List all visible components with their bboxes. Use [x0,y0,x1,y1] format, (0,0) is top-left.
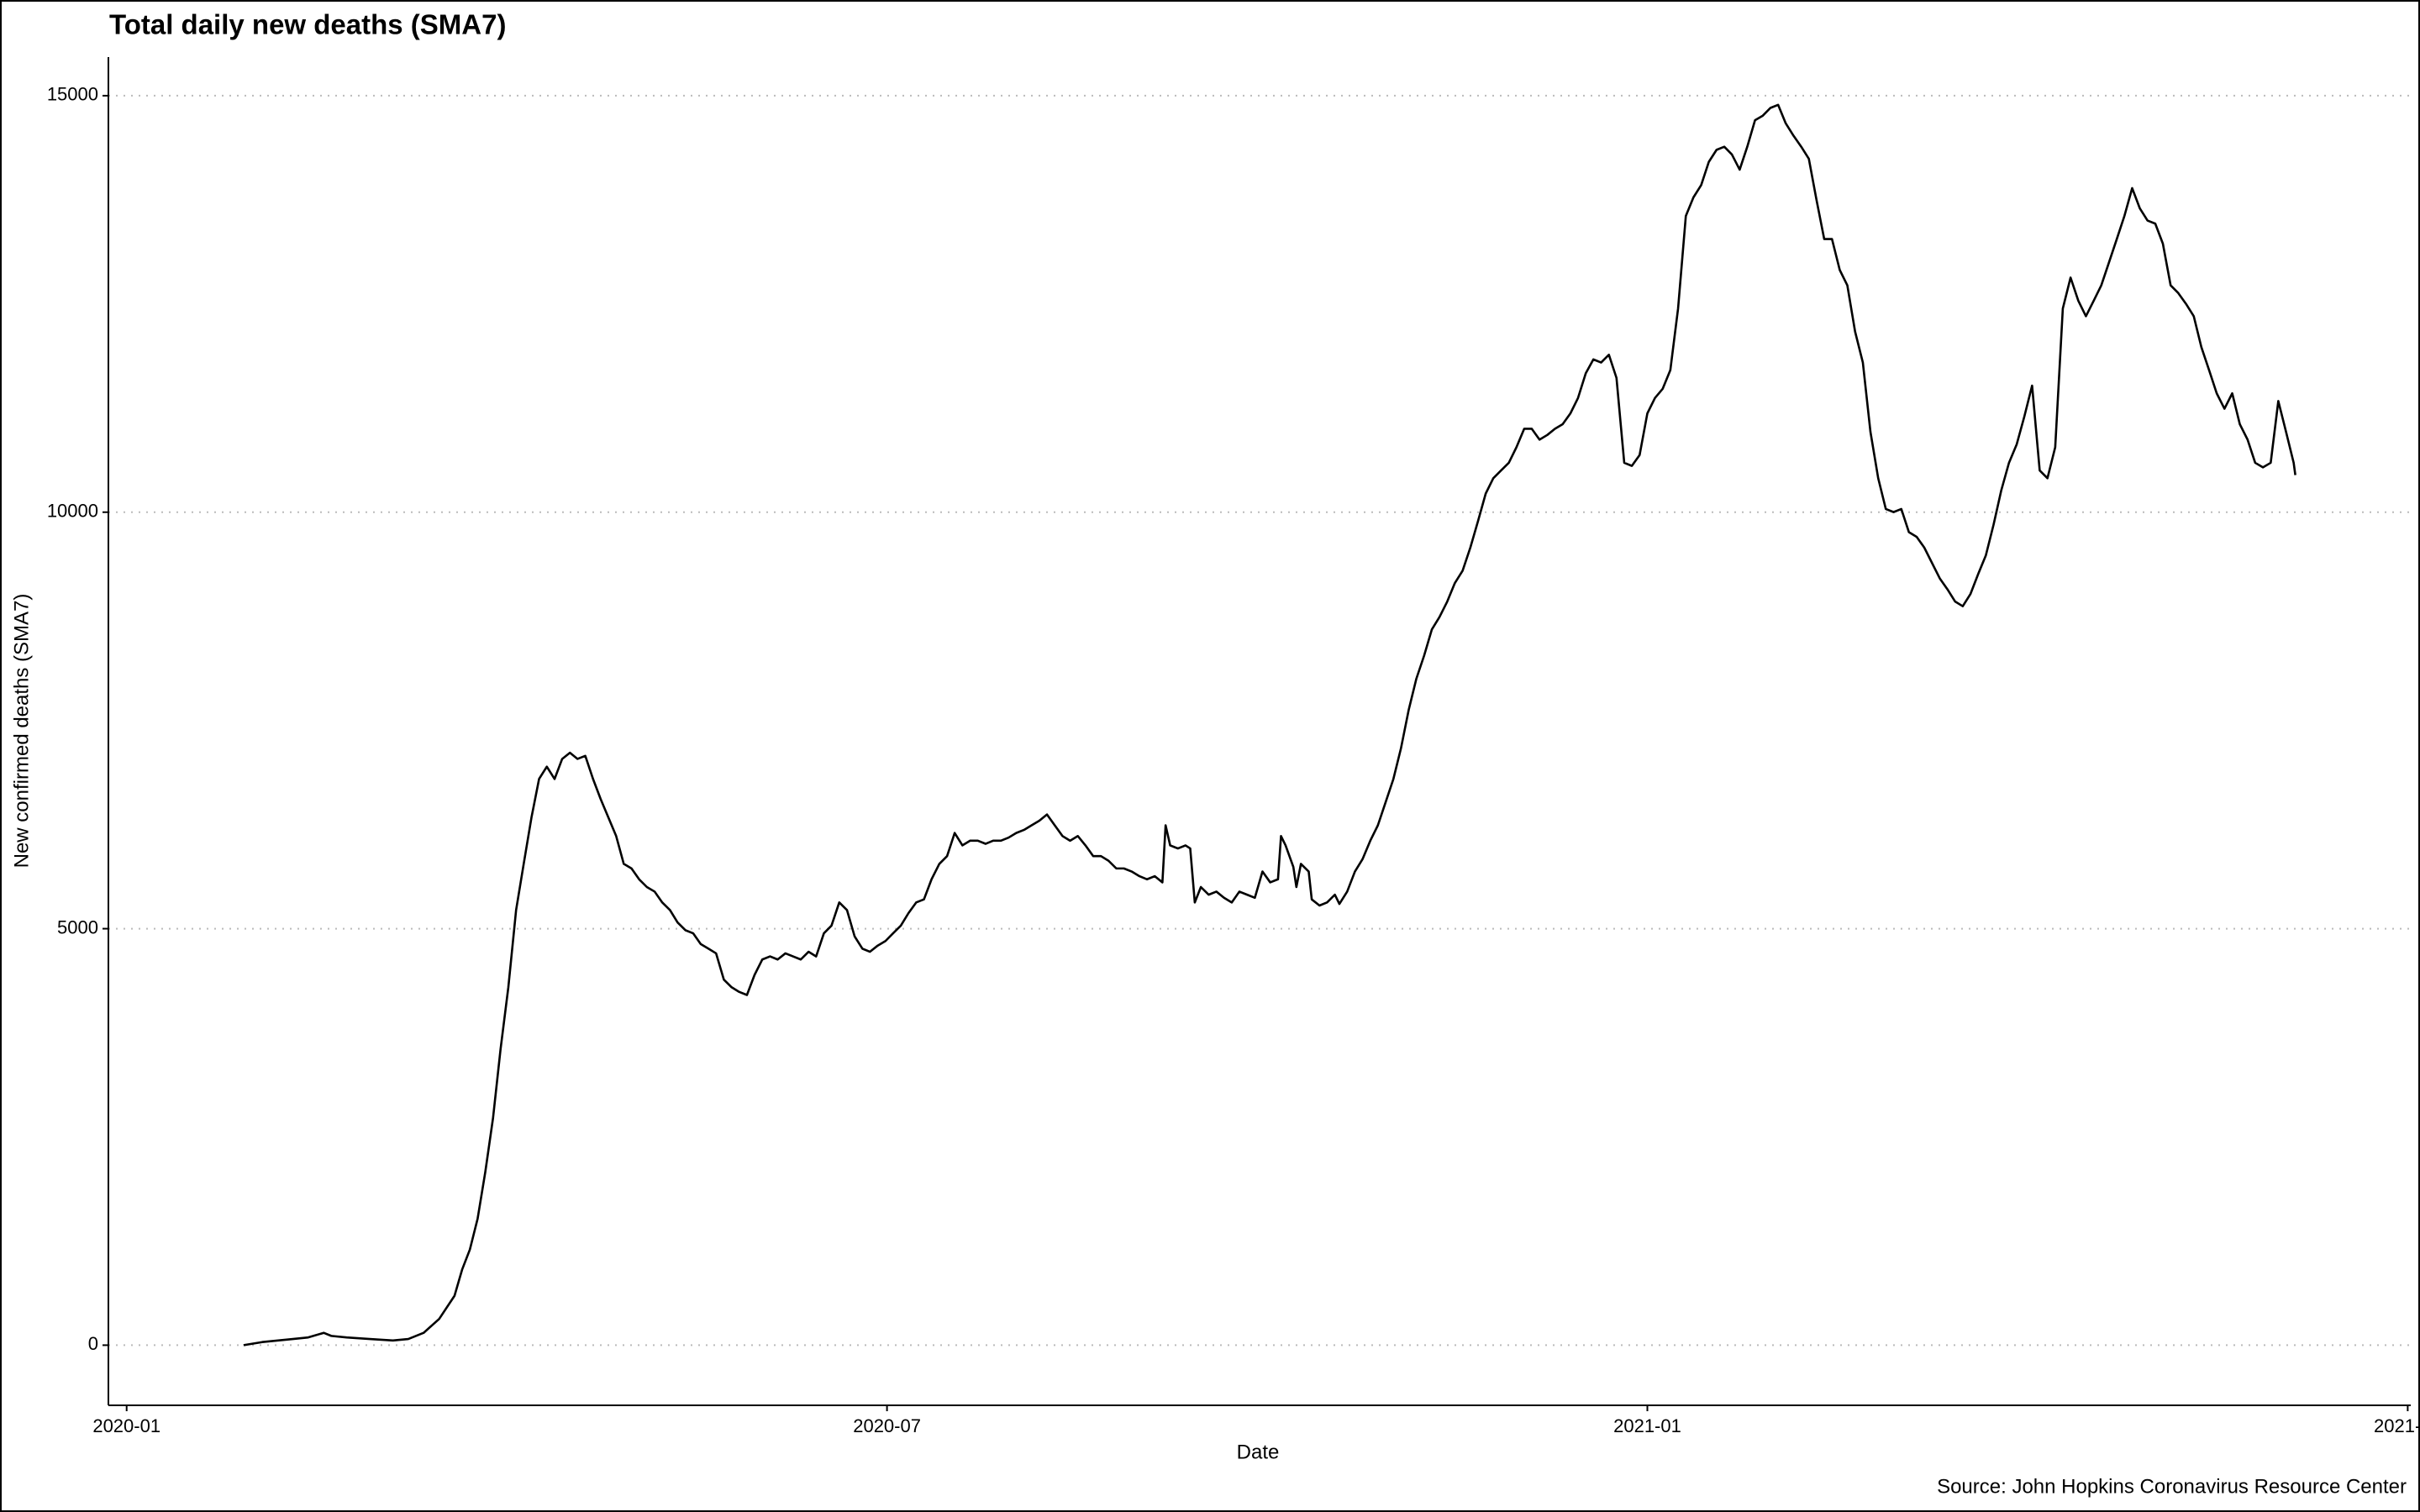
chart-title: Total daily new deaths (SMA7) [109,9,506,40]
x-axis-title: Date [1237,1441,1280,1463]
y-axis-title: New confirmed deaths (SMA7) [10,594,33,869]
y-tick-label: 10000 [47,501,98,522]
x-tick-label: 2021-07 [2374,1415,2420,1436]
x-tick-label: 2020-07 [853,1415,921,1436]
y-tick-label: 0 [88,1333,98,1354]
y-tick-label: 5000 [57,916,98,937]
x-tick-label: 2021-01 [1613,1415,1681,1436]
data-line [243,103,2296,1347]
caption: Source: John Hopkins Coronavirus Resourc… [1937,1475,2407,1498]
y-tick-label: 15000 [47,84,98,105]
x-tick-label: 2020-01 [92,1415,160,1436]
